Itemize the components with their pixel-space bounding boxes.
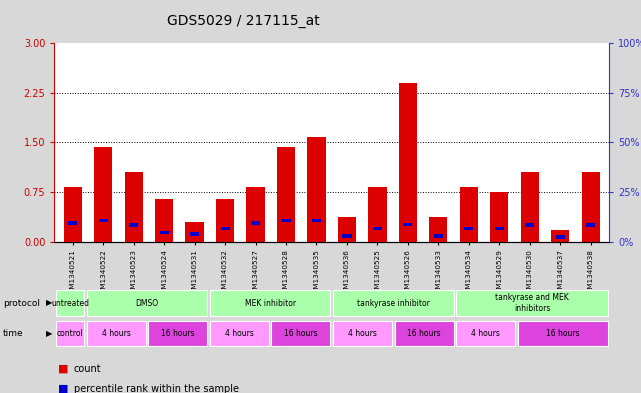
Bar [312, 219, 321, 222]
Bar [251, 221, 260, 225]
Text: control: control [56, 329, 83, 338]
Text: percentile rank within the sample: percentile rank within the sample [74, 384, 238, 393]
Bar [56, 321, 84, 346]
Bar [586, 223, 595, 227]
Bar [581, 172, 600, 242]
Bar [190, 232, 199, 235]
Bar [185, 222, 204, 242]
Bar [434, 234, 443, 237]
Bar [216, 199, 234, 242]
Bar [87, 321, 146, 346]
Bar [556, 235, 565, 239]
Bar [99, 219, 108, 222]
Bar [129, 223, 138, 227]
Bar [277, 147, 295, 242]
Text: ■: ■ [58, 364, 68, 374]
Bar [490, 192, 508, 242]
Bar [429, 217, 447, 242]
Bar [246, 187, 265, 242]
Text: DMSO: DMSO [135, 299, 158, 307]
Bar [518, 321, 608, 346]
Text: 4 hours: 4 hours [102, 329, 131, 338]
Bar [464, 227, 474, 230]
Text: 16 hours: 16 hours [407, 329, 441, 338]
Text: tankyrase and MEK
inhibitors: tankyrase and MEK inhibitors [495, 293, 569, 313]
Text: ▶: ▶ [46, 299, 53, 307]
Bar [148, 321, 207, 346]
Bar [333, 290, 454, 316]
Text: protocol: protocol [3, 299, 40, 307]
Bar [373, 227, 382, 230]
Bar [342, 234, 351, 237]
Bar [56, 290, 84, 316]
Bar [399, 83, 417, 242]
Bar [87, 290, 207, 316]
Bar [456, 321, 515, 346]
Bar [68, 221, 78, 225]
Bar [63, 187, 82, 242]
Bar [210, 290, 331, 316]
Text: MEK inhibitor: MEK inhibitor [245, 299, 296, 307]
Text: ▶: ▶ [46, 329, 53, 338]
Text: count: count [74, 364, 101, 374]
Bar [338, 217, 356, 242]
Bar [525, 223, 535, 227]
Text: tankyrase inhibitor: tankyrase inhibitor [357, 299, 429, 307]
Text: 4 hours: 4 hours [348, 329, 377, 338]
Bar [395, 321, 454, 346]
Text: GDS5029 / 217115_at: GDS5029 / 217115_at [167, 14, 320, 28]
Bar [94, 147, 112, 242]
Bar [271, 321, 331, 346]
Text: 4 hours: 4 hours [471, 329, 500, 338]
Bar [124, 172, 143, 242]
Bar [281, 219, 290, 222]
Bar [369, 187, 387, 242]
Bar [403, 223, 412, 226]
Bar [456, 290, 608, 316]
Bar [210, 321, 269, 346]
Bar [160, 231, 169, 234]
Text: time: time [3, 329, 24, 338]
Text: 4 hours: 4 hours [225, 329, 254, 338]
Bar [551, 230, 569, 242]
Text: untreated: untreated [51, 299, 89, 307]
Text: 16 hours: 16 hours [546, 329, 579, 338]
Bar [520, 172, 539, 242]
Bar [221, 227, 229, 230]
Bar [460, 187, 478, 242]
Bar [333, 321, 392, 346]
Text: 16 hours: 16 hours [284, 329, 318, 338]
Bar [155, 199, 173, 242]
Bar [495, 227, 504, 230]
Text: ■: ■ [58, 384, 68, 393]
Bar [307, 137, 326, 242]
Text: 16 hours: 16 hours [161, 329, 194, 338]
